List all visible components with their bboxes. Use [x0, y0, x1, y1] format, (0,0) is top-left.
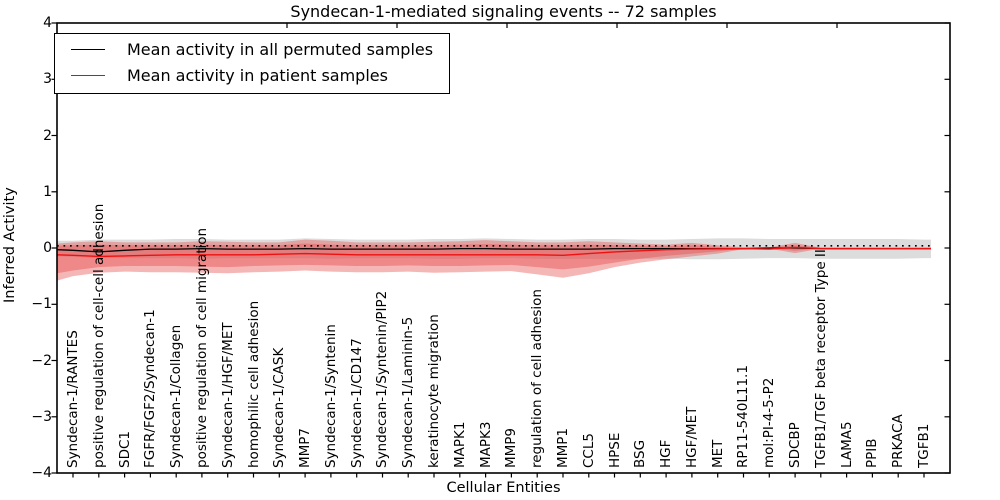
x-tick-label: HPSE — [606, 432, 623, 468]
x-tick-label: SDC1 — [116, 431, 133, 468]
legend-item-permuted: Mean activity in all permuted samples — [71, 40, 433, 59]
y-tick-label: −1 — [31, 296, 52, 313]
y-tick-label: −4 — [31, 465, 52, 481]
x-tick-label: SDCBP — [787, 422, 804, 468]
x-tick-label: TGFB1 — [916, 423, 932, 468]
legend: Mean activity in all permuted samples Me… — [54, 33, 451, 94]
band-patient-samples-range-outer — [57, 239, 931, 281]
x-tick-label: keratinocyte migration — [426, 314, 443, 468]
x-tick-label: positive regulation of cell migration — [193, 227, 210, 468]
x-axis-label: Cellular Entities — [446, 480, 561, 496]
legend-label-patient: Mean activity in patient samples — [127, 66, 388, 85]
black-line-sample-icon — [71, 49, 105, 50]
x-tick-label: regulation of cell adhesion — [529, 289, 546, 468]
x-tick-label: MET — [709, 439, 726, 468]
x-tick-label: MMP1 — [554, 427, 571, 468]
y-tick-label: 1 — [43, 183, 52, 200]
x-tick-label: PRKACA — [890, 414, 907, 468]
x-tick-label: Syndecan-1/CD147 — [348, 338, 365, 468]
chart-title: Syndecan-1-mediated signaling events -- … — [290, 2, 717, 21]
x-tick-label: TGFB1/TGF beta receptor Type II — [812, 249, 829, 468]
legend-item-patient: Mean activity in patient samples — [71, 66, 433, 85]
plot-frame — [56, 22, 951, 474]
x-tick-label: MAPK1 — [451, 421, 468, 468]
band-patient-samples-range-inner — [57, 243, 931, 274]
x-tick-label: LAMA5 — [838, 421, 855, 468]
x-tick-label: Syndecan-1/Syntenin/PIP2 — [374, 290, 391, 468]
x-tick-label: Syndecan-1/Laminin-5 — [400, 316, 417, 468]
x-tick-label: MAPK3 — [477, 421, 494, 468]
x-tick-label: PPIB — [864, 438, 881, 468]
y-tick-label: 0 — [43, 240, 52, 256]
y-tick-label: 3 — [43, 71, 52, 88]
y-tick-label: −2 — [31, 352, 52, 369]
x-tick-label: MMP7 — [297, 427, 314, 468]
x-tick-label: FGFR/FGF2/Syndecan-1 — [142, 309, 159, 468]
x-tick-label: Syndecan-1/CASK — [271, 347, 288, 468]
x-tick-label: HGF/MET — [683, 406, 700, 468]
x-tick-label: Syndecan-1/Collagen — [168, 324, 185, 468]
y-tick-label: 4 — [43, 15, 52, 31]
x-tick-label: RP11-540L11.1 — [735, 365, 752, 468]
x-tick-label: CCL5 — [580, 433, 597, 468]
x-tick-label: Syndecan-1/RANTES — [65, 330, 81, 468]
x-tick-label: positive regulation of cell-cell adhesio… — [90, 203, 107, 468]
x-tick-label: BSG — [632, 439, 649, 468]
y-tick-label: 2 — [43, 127, 52, 144]
red-line-sample-icon — [71, 75, 105, 76]
y-tick-label: −3 — [31, 408, 52, 425]
x-tick-label: mol:PI-4-5-P2 — [761, 377, 778, 468]
legend-label-permuted: Mean activity in all permuted samples — [127, 40, 434, 59]
x-tick-label: HGF — [658, 439, 675, 468]
x-tick-label: Syndecan-1/HGF/MET — [219, 322, 236, 468]
mean-line-patient — [56, 246, 931, 258]
x-tick-label: MMP9 — [503, 427, 520, 468]
x-tick-label: Syndecan-1/Syntenin — [322, 324, 339, 468]
x-tick-label: homophilic cell adhesion — [245, 300, 262, 468]
